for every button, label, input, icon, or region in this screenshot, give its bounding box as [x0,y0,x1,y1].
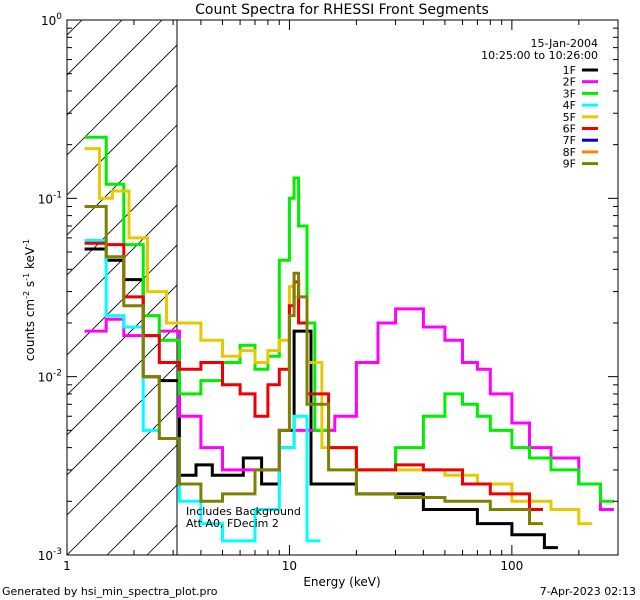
hatch-line [106,484,177,555]
x-tick-labels: 1 10 100 [63,559,523,573]
footer-timestamp: 7-Apr-2023 02:13 [540,585,636,598]
annotation-background: Includes Background [186,505,301,518]
legend-label-7f: 7F [563,134,576,147]
hatch-line [67,404,177,516]
series-layer [84,135,614,550]
y-tick-label: 10-2 [38,369,62,385]
plot-frame [66,19,619,556]
date-label: 15-Jan-2004 [531,37,599,50]
y-tick-label: 10-1 [38,190,62,206]
hatch-line [67,20,163,116]
y-tick-labels: 10-3 10-2 10-1 100 [38,12,63,563]
time-range-label: 10:25:00 to 10:26:00 [481,49,598,62]
y-tick-label: 10-3 [38,547,62,563]
legend-label-6f: 6F [563,123,576,136]
legend-label-5f: 5F [563,111,576,124]
hatched-region [0,0,177,555]
hatch-line [0,0,107,555]
axis-ticks [66,19,619,556]
x-axis-label: Energy (keV) [303,575,380,589]
y-tick-label: 100 [41,12,62,28]
hatch-line [67,244,177,356]
x-tick-label: 10 [282,559,297,573]
hatch-line [67,164,177,276]
legend-label-3f: 3F [563,87,576,100]
x-tick-label: 1 [63,559,71,573]
legend-label-4f: 4F [563,99,576,112]
y-axis-label: counts cm-2 s-1 keV-1 [22,239,37,361]
x-tick-label: 100 [500,559,523,573]
series-line-4f [84,239,321,543]
series-line-5f [84,147,593,526]
hatch-line [67,324,177,436]
legend-label-1f: 1F [563,64,576,77]
series-line-3f [84,135,614,503]
hatch-line [67,204,177,316]
hatch-line [67,44,177,156]
series-line-9f [84,205,543,526]
chart-title: Count Spectra for RHESSI Front Segments [195,2,489,18]
annotation-attenuator: Att A0, FDecim 2 [186,517,279,530]
series-line-6f [84,241,543,511]
hatch-line [67,444,177,555]
series-line-2f [84,307,614,511]
hatch-line [67,364,177,476]
legend-label-2f: 2F [563,76,576,89]
legend-label-9f: 9F [563,158,576,171]
hatch-line [67,20,123,76]
legend-label-8f: 8F [563,146,576,159]
footer-generated: Generated by hsi_min_spectra_plot.pro [2,585,218,598]
